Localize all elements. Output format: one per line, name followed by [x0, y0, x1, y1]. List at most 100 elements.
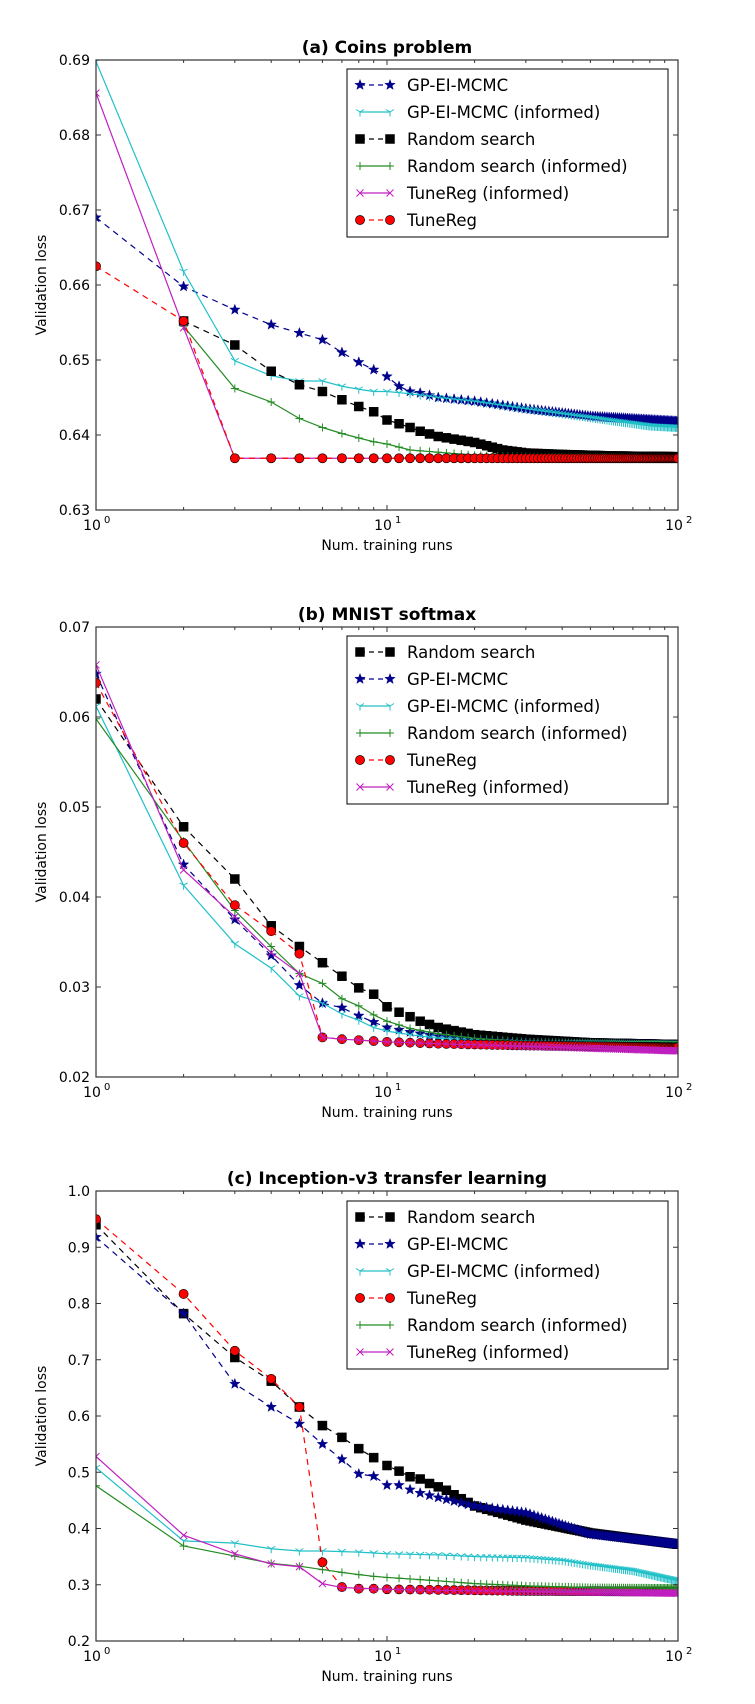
- series-random-search-marker: [405, 1011, 415, 1022]
- series-random-search-informed-marker: [434, 1029, 443, 1038]
- series-gp-ei-mcmc-informed-marker: [405, 390, 415, 399]
- series-tunereg-informed-marker: [179, 866, 188, 874]
- series-gp-ei-mcmc-marker: [96, 211, 102, 223]
- series-tunereg-informed-marker: [434, 1586, 443, 1595]
- series-random-search-informed-marker: [96, 1481, 100, 1490]
- series-tunereg-informed-marker: [338, 1583, 346, 1592]
- series-gp-ei-mcmc-marker: [381, 1479, 393, 1491]
- series-gp-ei-mcmc-informed-marker: [449, 1552, 459, 1561]
- series-tunereg-informed-marker: [619, 1588, 628, 1597]
- series-tunereg-marker: [405, 453, 415, 464]
- legend-item-random-search-label: Random search: [407, 1208, 535, 1227]
- series-tunereg-informed-marker: [450, 1040, 458, 1049]
- legend-item-gp-ei-mcmc-informed-marker: [355, 1268, 365, 1276]
- series-gp-ei-mcmc-informed-marker: [230, 940, 240, 949]
- series-tunereg-informed-marker: [537, 1043, 546, 1051]
- series-tunereg-informed-marker: [545, 1043, 553, 1051]
- series-random-search-informed-marker: [416, 1026, 425, 1035]
- series-tunereg-informed-marker: [96, 660, 100, 669]
- series-random-search-marker: [354, 983, 364, 993]
- series-gp-ei-mcmc-marker: [486, 1502, 499, 1514]
- series-random-search-informed-marker: [354, 1001, 363, 1010]
- series-tunereg: [96, 261, 678, 464]
- series-random-search-informed-marker: [406, 446, 415, 454]
- series-gp-ei-mcmc-informed-marker: [382, 1028, 392, 1036]
- series-random-search-informed-marker: [267, 942, 276, 951]
- series-gp-ei-mcmc-informed-marker: [425, 1551, 434, 1560]
- series-tunereg-informed-marker: [179, 1531, 188, 1540]
- series-tunereg-informed-marker: [558, 1588, 567, 1596]
- series-tunereg-informed-marker: [534, 1042, 542, 1051]
- series-tunereg-informed-marker: [621, 1045, 630, 1054]
- legend-item-gp-ei-mcmc: GP-EI-MCMC: [354, 1235, 508, 1254]
- legend-item-gp-ei-mcmc-label: GP-EI-MCMC: [407, 76, 508, 95]
- series-gp-ei-mcmc-informed-marker: [525, 1555, 535, 1563]
- series-tunereg-informed-marker: [470, 1040, 479, 1049]
- legend-item-gp-ei-mcmc-informed: GP-EI-MCMC (informed): [355, 697, 600, 716]
- y-tick-label: 0.64: [59, 428, 90, 444]
- series-gp-ei-mcmc-marker: [177, 1307, 190, 1319]
- x-tick-label: 10: [665, 1649, 683, 1665]
- y-axis-label: Validation loss: [34, 235, 50, 336]
- chart-c-inception-v3: (c) Inception-v3 transfer learning 0.2 0.3…: [34, 1169, 692, 1685]
- series-tunereg-marker: [415, 453, 426, 464]
- series-gp-ei-mcmc-marker: [455, 1496, 468, 1508]
- series-tunereg-informed-marker: [625, 1588, 634, 1597]
- series-gp-ei-mcmc-marker: [229, 1377, 241, 1389]
- series-tunereg-marker: [229, 453, 240, 464]
- series-random-search-marker: [382, 1460, 392, 1471]
- series-tunereg-informed-marker: [670, 1046, 678, 1055]
- series-tunereg-marker: [178, 316, 189, 326]
- legend-item-random-search-informed-marker: [356, 162, 364, 170]
- legend-item-random-search-informed-label: Random search (informed): [407, 1316, 628, 1335]
- legend-item-random-search-informed: Random search (informed): [356, 1316, 628, 1335]
- series-random-search-marker: [294, 380, 305, 390]
- series-tunereg-informed-marker: [406, 1038, 414, 1047]
- x-tick-label: 10: [665, 1085, 683, 1101]
- series-tunereg-informed-marker: [395, 1038, 403, 1047]
- legend-item-tunereg-informed: TuneReg (informed): [356, 184, 569, 203]
- series-gp-ei-mcmc-marker: [265, 1400, 277, 1412]
- series-gp-ei-mcmc-informed-marker: [476, 1553, 486, 1562]
- legend-item-tunereg-marker: [385, 755, 395, 765]
- legend-item-gp-ei-mcmc-marker: [354, 672, 366, 684]
- legend-item-tunereg-marker: [355, 1293, 365, 1303]
- legend-item-tunereg-label: TuneReg: [406, 751, 477, 770]
- legend-item-random-search-marker: [355, 134, 365, 144]
- x-tick-label: 10: [374, 518, 392, 534]
- series-gp-ei-mcmc-marker: [96, 667, 102, 679]
- series-random-search-informed-marker: [383, 1017, 391, 1026]
- series-gp-ei-mcmc-informed-marker: [382, 388, 392, 396]
- series-random-search-marker: [424, 1478, 435, 1489]
- series-gp-ei-mcmc-informed-marker: [449, 396, 459, 404]
- series-gp-ei-mcmc-informed-marker: [548, 409, 557, 417]
- series-gp-ei-mcmc-marker: [414, 1486, 426, 1498]
- series-random-search-marker: [230, 874, 240, 884]
- series-gp-ei-mcmc-informed-marker: [337, 383, 347, 391]
- series-random-search-marker: [368, 1452, 379, 1463]
- series-tunereg-marker: [368, 453, 379, 464]
- series-gp-ei-mcmc-marker: [96, 1231, 102, 1243]
- series-gp-ei-mcmc-informed-marker: [482, 1553, 491, 1562]
- series-random-search-marker: [424, 429, 435, 439]
- series-gp-ei-mcmc-informed-marker: [673, 1577, 678, 1586]
- series-gp-ei-mcmc-informed: [96, 1464, 678, 1586]
- legend-item-gp-ei-mcmc-marker: [384, 1237, 396, 1249]
- series-tunereg-marker: [433, 453, 444, 464]
- series-tunereg-marker: [178, 838, 189, 848]
- series-gp-ei-mcmc-informed-marker: [673, 424, 678, 432]
- series-gp-ei-mcmc-informed-marker: [394, 1551, 404, 1559]
- series-tunereg-informed-marker: [548, 1587, 557, 1596]
- series-tunereg-marker: [337, 453, 347, 464]
- series-gp-ei-mcmc-marker: [293, 326, 306, 338]
- series-gp-ei-mcmc: [96, 1231, 678, 1550]
- series-random-search-informed-marker: [337, 994, 346, 1003]
- legend-item-tunereg-label: TuneReg: [406, 1289, 477, 1308]
- y-tick-label: 0.67: [59, 203, 90, 219]
- legend-item-tunereg-informed-marker: [386, 189, 394, 197]
- series-random-search-informed-marker: [267, 398, 276, 406]
- series-gp-ei-mcmc-informed-marker: [179, 268, 188, 276]
- series-tunereg-informed-marker: [442, 1586, 451, 1595]
- series-gp-ei-mcmc-informed-marker: [533, 1555, 543, 1564]
- series-random-search-informed-marker: [425, 1576, 434, 1585]
